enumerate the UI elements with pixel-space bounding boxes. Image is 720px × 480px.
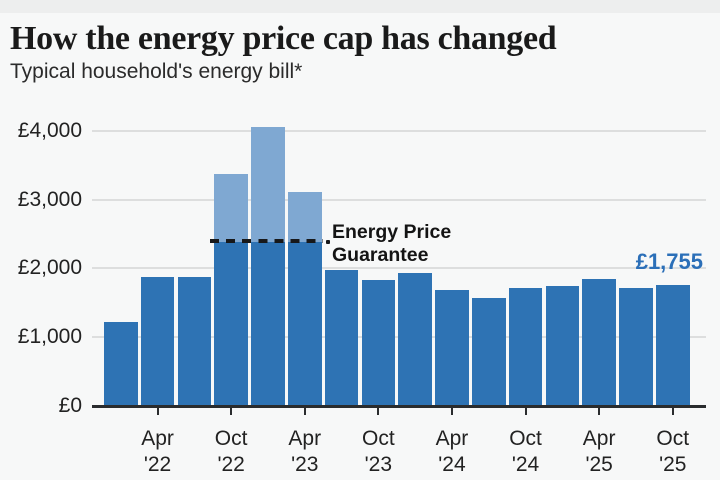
- bar-apr-22: [140, 276, 175, 406]
- gridline-3000: [92, 198, 706, 201]
- chart-subtitle: Typical household's energy bill*: [10, 60, 303, 83]
- y-axis-label-3000: £3,000: [17, 187, 82, 211]
- bar-jan-23: [251, 242, 285, 406]
- x-axis-label-apr-22: Apr '22: [141, 427, 174, 476]
- latest-value-label: £1,755: [635, 249, 703, 274]
- x-axis-label-oct-24: Oct '24: [509, 427, 542, 476]
- x-tick-oct-25: [671, 408, 674, 415]
- x-axis-label-oct-23: Oct '23: [362, 427, 395, 476]
- x-tick-oct-23: [377, 408, 380, 415]
- x-axis-label-apr-25: Apr '25: [582, 427, 616, 476]
- bar-jul-22: [177, 276, 212, 406]
- x-axis-label-oct-25: Oct '25: [656, 427, 690, 476]
- x-tick-apr-24: [450, 408, 453, 415]
- gridline-2000: [92, 267, 706, 270]
- energy-price-guarantee-dashed-line: [210, 239, 323, 243]
- bar-oct-25: [656, 285, 690, 406]
- x-tick-apr-22: [156, 408, 159, 415]
- y-axis-label-2000: £2,000: [17, 256, 82, 280]
- x-tick-oct-22: [230, 408, 233, 415]
- bar-apr-24: [435, 289, 469, 406]
- bar-oct-24: [508, 287, 543, 406]
- y-axis-label-4000: £4,000: [17, 118, 82, 142]
- energy-price-guarantee-annotation: Energy Price Guarantee: [332, 221, 452, 266]
- bar-jul-25: [619, 287, 653, 406]
- bar-jul-24: [472, 298, 506, 406]
- y-axis-label-0: £0: [58, 394, 82, 417]
- x-tick-apr-25: [598, 408, 601, 415]
- bar-oct-23: [361, 279, 396, 406]
- x-axis-label-apr-23: Apr '23: [288, 427, 322, 476]
- x-tick-apr-23: [303, 408, 306, 415]
- bar-oct-22: [214, 242, 248, 406]
- y-axis-label-1000: £1,000: [17, 325, 82, 349]
- gridline-4000: [92, 129, 706, 132]
- x-axis-label-apr-24: Apr '24: [435, 427, 469, 476]
- x-axis-label-oct-22: Oct '22: [214, 427, 248, 476]
- top-border-strip: [0, 0, 720, 13]
- energy-price-guarantee-line-end-dot: [326, 240, 330, 244]
- bar-jul-23: [324, 270, 359, 406]
- bar-jan-24: [398, 273, 432, 406]
- bar-jan-22: [104, 322, 138, 406]
- bar-apr-23: [288, 242, 322, 406]
- x-tick-oct-24: [524, 408, 527, 415]
- bar-apr-25: [582, 278, 616, 406]
- chart-title: How the energy price cap has changed: [10, 20, 557, 57]
- bar-jan-25: [545, 286, 580, 406]
- x-axis-baseline: [92, 405, 706, 408]
